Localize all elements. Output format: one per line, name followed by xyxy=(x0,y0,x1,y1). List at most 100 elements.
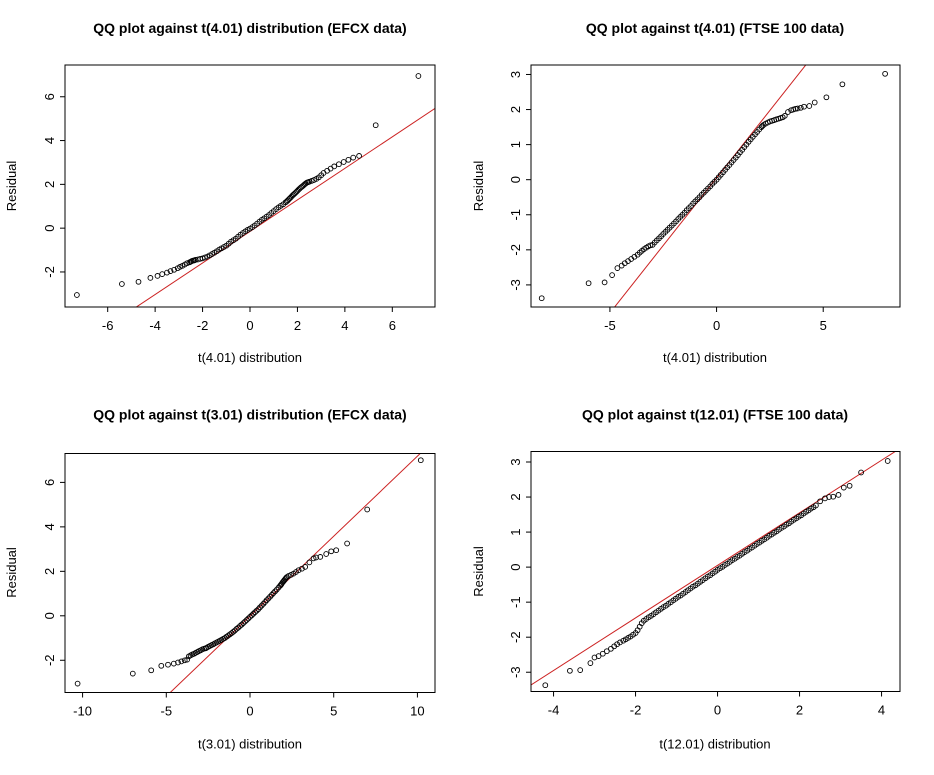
x-tick-label: -5 xyxy=(161,704,173,719)
data-point xyxy=(817,498,823,505)
data-point xyxy=(599,650,606,657)
data-point xyxy=(595,653,602,659)
data-point xyxy=(240,620,247,626)
y-tick-label: 1 xyxy=(508,528,523,535)
data-point xyxy=(797,104,804,111)
y-tick-label: -2 xyxy=(42,266,57,278)
data-point xyxy=(340,159,347,165)
x-tick-label: -6 xyxy=(102,318,114,333)
data-point xyxy=(846,482,853,489)
x-tick-label: 2 xyxy=(294,318,301,333)
data-point xyxy=(306,559,313,566)
data-point xyxy=(184,656,191,663)
data-point xyxy=(257,604,263,611)
y-tick-label: 2 xyxy=(508,493,523,500)
y-tick-label: -2 xyxy=(508,631,523,643)
x-tick-label: 4 xyxy=(341,318,348,333)
y-tick-label: -2 xyxy=(508,244,523,256)
data-point xyxy=(608,645,614,652)
data-point xyxy=(171,266,177,273)
x-tick-label: 0 xyxy=(713,318,720,333)
x-tick-label: -4 xyxy=(548,703,560,718)
data-point xyxy=(801,103,807,110)
y-tick-label: 0 xyxy=(508,564,523,571)
plot-box xyxy=(64,64,436,308)
data-point xyxy=(310,555,317,562)
x-tick-label: 4 xyxy=(878,703,885,718)
y-tick-label: -2 xyxy=(42,654,57,666)
data-point xyxy=(830,493,837,500)
data-point xyxy=(178,658,185,665)
y-axis-label: Residual xyxy=(471,546,486,597)
data-point xyxy=(235,624,242,631)
x-tick-label: 5 xyxy=(820,318,827,333)
y-tick-label: 2 xyxy=(42,568,57,575)
plot-area: -6 -4 -2 0 2 4 6 -2 0 2 4 6 xyxy=(42,64,436,333)
y-tick-label: 2 xyxy=(508,106,523,113)
data-point xyxy=(255,606,262,612)
y-tick-label: -1 xyxy=(508,596,523,608)
data-point xyxy=(813,502,819,509)
data-point xyxy=(577,667,584,673)
plot-title: QQ plot against t(4.01) distribution (EF… xyxy=(93,20,406,36)
y-axis-label: Residual xyxy=(471,161,486,212)
y-tick-label: 0 xyxy=(42,612,57,619)
y-tick-label: 0 xyxy=(508,176,523,183)
data-point xyxy=(148,667,155,674)
plot-area: -5 0 5 -3 -2 -1 0 1 2 3 xyxy=(508,64,901,333)
data-point xyxy=(835,492,842,498)
data-point xyxy=(74,680,81,687)
x-axis-label: t(3.01) distribution xyxy=(198,737,302,752)
y-tick-label: 2 xyxy=(42,181,57,188)
data-point xyxy=(158,662,165,669)
data-point xyxy=(135,278,142,285)
data-point xyxy=(250,610,257,617)
y-tick-label: 4 xyxy=(42,523,57,530)
data-point xyxy=(238,621,245,628)
data-points xyxy=(542,458,891,689)
data-point xyxy=(614,265,621,271)
data-point xyxy=(345,156,352,163)
data-point xyxy=(317,554,324,560)
x-axis-label: t(4.01) distribution xyxy=(663,350,767,365)
y-axis-label: Residual xyxy=(4,547,19,598)
data-point xyxy=(306,178,313,185)
data-point xyxy=(882,70,888,77)
y-tick-label: 4 xyxy=(42,137,57,144)
x-tick-label: 5 xyxy=(330,704,337,719)
data-point xyxy=(417,457,424,464)
data-point xyxy=(159,271,166,277)
x-tick-label: 0 xyxy=(714,703,721,718)
data-point xyxy=(372,122,379,129)
data-point xyxy=(324,167,330,174)
data-point xyxy=(811,99,818,106)
data-point xyxy=(840,484,847,491)
y-tick-label: 6 xyxy=(42,479,57,486)
x-axis-label: t(4.01) distribution xyxy=(198,350,302,365)
data-point xyxy=(258,602,265,609)
data-point xyxy=(415,73,422,79)
y-tick-label: 1 xyxy=(508,141,523,148)
data-point xyxy=(267,593,273,600)
data-point xyxy=(260,600,267,607)
y-tick-label: 0 xyxy=(42,225,57,232)
x-tick-label: 0 xyxy=(246,704,253,719)
data-point xyxy=(164,269,170,276)
plot-box xyxy=(530,451,901,692)
data-point xyxy=(295,567,302,574)
data-point xyxy=(806,103,813,109)
plot-canvas: QQ plot against t(4.01) (FTSE 100 data) … xyxy=(471,20,901,365)
data-point xyxy=(333,547,340,554)
data-points xyxy=(74,457,424,687)
data-point xyxy=(567,667,573,674)
plot-canvas: QQ plot against t(3.01) distribution (EF… xyxy=(4,407,436,752)
data-point xyxy=(147,275,154,281)
x-tick-label: -5 xyxy=(604,318,616,333)
data-point xyxy=(245,615,252,622)
data-point xyxy=(617,639,623,646)
qq-panel-efcx-t301: QQ plot against t(3.01) distribution (EF… xyxy=(0,388,467,775)
plot-canvas: QQ plot against t(12.01) (FTSE 100 data)… xyxy=(471,407,901,752)
data-point xyxy=(233,626,240,632)
data-point xyxy=(154,273,161,279)
data-point xyxy=(232,627,238,634)
